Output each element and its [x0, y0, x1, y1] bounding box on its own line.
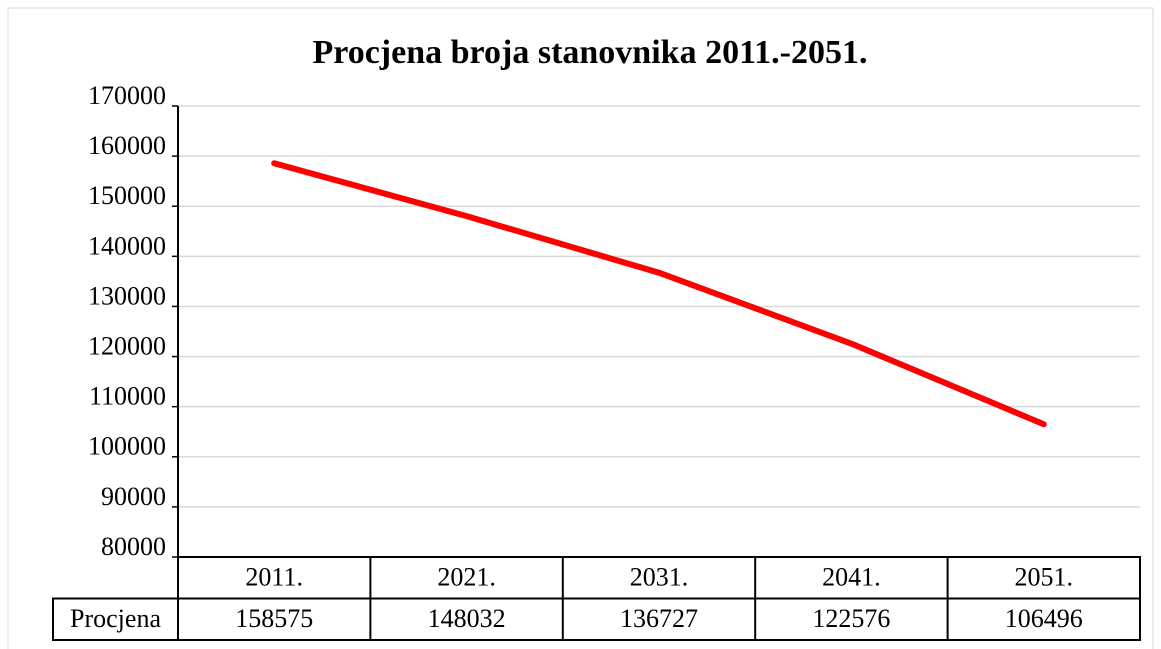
y-tick-label: 90000 [101, 482, 166, 511]
legend-label: Procjena [70, 604, 161, 633]
x-tick-label: 2031. [630, 563, 689, 592]
data-table-label-cell [52, 597, 179, 641]
x-tick-label: 2051. [1015, 563, 1074, 592]
data-table-value: 106496 [1005, 604, 1083, 633]
y-tick-label: 150000 [88, 181, 166, 210]
data-table-value: 122576 [812, 604, 890, 633]
y-tick-label: 110000 [89, 382, 166, 411]
y-tick-label: 130000 [88, 281, 166, 310]
y-tick-label: 80000 [101, 532, 166, 561]
y-tick-label: 120000 [88, 332, 166, 361]
y-tick-label: 160000 [88, 131, 166, 160]
x-tick-label: 2041. [822, 563, 881, 592]
series-line [271, 160, 1047, 428]
data-table-value: 148032 [428, 604, 506, 633]
y-tick-label: 100000 [88, 432, 166, 461]
y-tick-label: 140000 [88, 231, 166, 260]
data-table-value: 158575 [235, 604, 313, 633]
x-tick-label: 2011. [245, 563, 303, 592]
data-table-value: 136727 [620, 604, 698, 633]
y-tick-label: 170000 [88, 81, 166, 110]
chart-title: Procjena broja stanovnika 2011.-2051. [312, 34, 867, 71]
x-tick-label: 2021. [437, 563, 496, 592]
chart-frame [7, 7, 1154, 649]
